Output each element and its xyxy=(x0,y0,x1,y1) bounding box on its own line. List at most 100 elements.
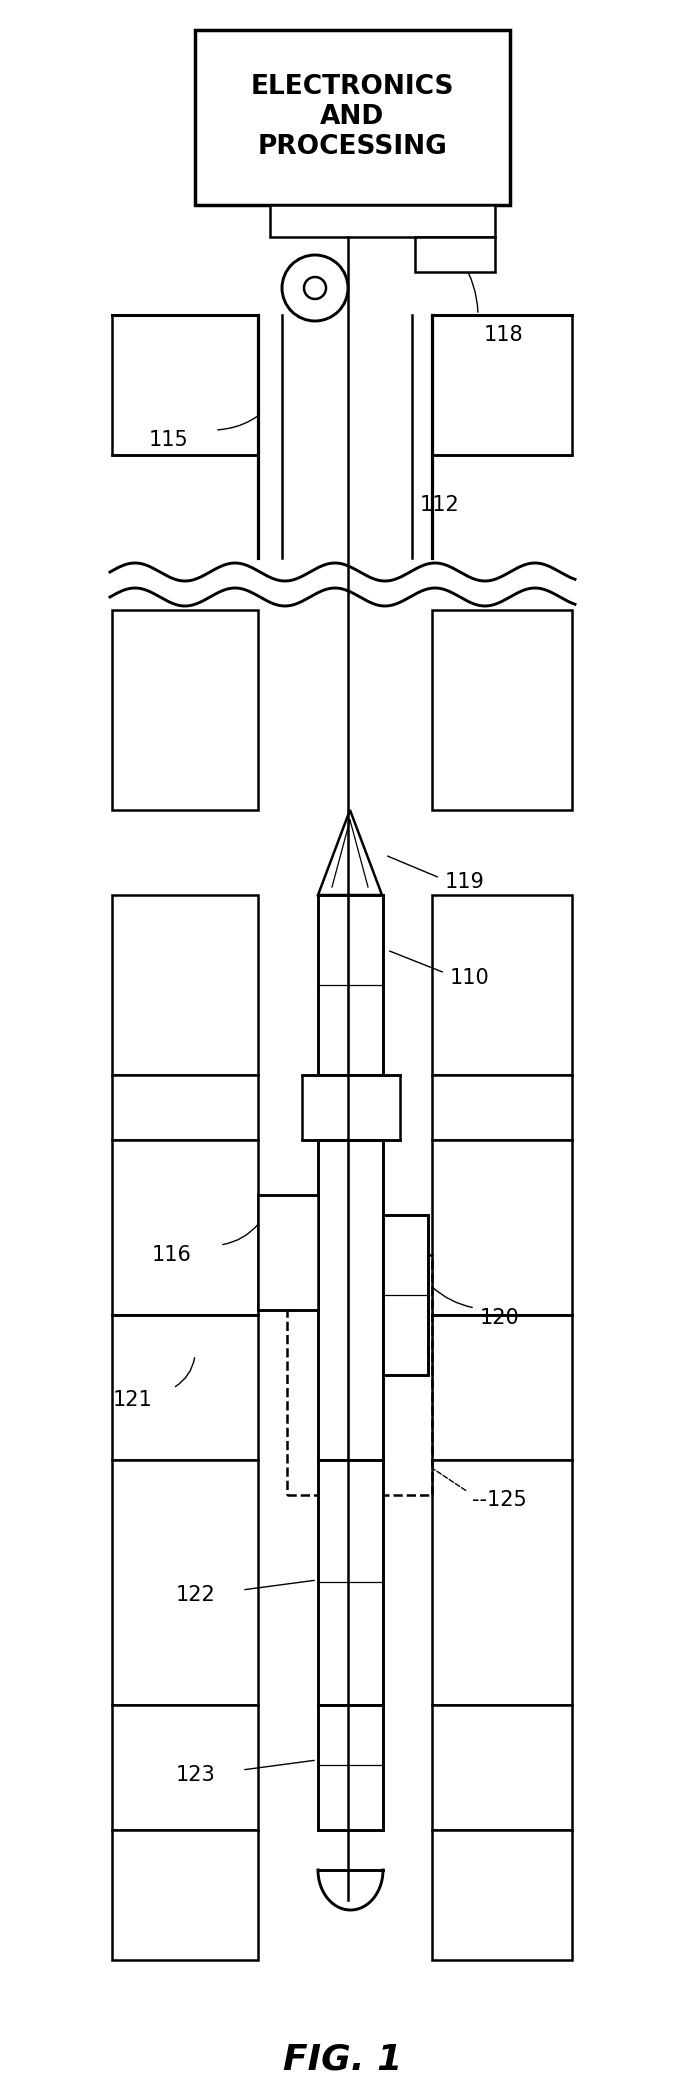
Point xyxy=(206,1898,217,1932)
Point xyxy=(530,1126,541,1160)
Point xyxy=(437,1392,448,1425)
Point xyxy=(207,942,218,975)
Point xyxy=(536,996,547,1030)
Point xyxy=(226,417,237,450)
Point xyxy=(433,1287,444,1321)
Point xyxy=(110,1496,121,1530)
Point xyxy=(539,1555,549,1589)
Bar xyxy=(112,1076,258,1141)
Point xyxy=(480,1356,490,1390)
Point xyxy=(147,1511,158,1545)
Point xyxy=(471,1827,482,1861)
Point xyxy=(501,1928,512,1961)
Point xyxy=(540,630,551,663)
Point xyxy=(506,1515,517,1549)
Point xyxy=(493,1723,504,1756)
Point xyxy=(464,1183,475,1216)
Point xyxy=(497,1396,508,1430)
Point xyxy=(193,1134,204,1168)
Point xyxy=(556,1434,567,1467)
Point xyxy=(563,1256,574,1289)
Point xyxy=(237,1003,248,1036)
Point xyxy=(513,751,524,785)
Point xyxy=(553,345,564,379)
Point xyxy=(243,599,254,632)
Point xyxy=(452,1664,463,1697)
Point xyxy=(434,1293,445,1327)
Point xyxy=(543,1149,554,1183)
Point xyxy=(551,1243,562,1277)
Point xyxy=(523,1130,534,1164)
Point xyxy=(150,1653,161,1687)
Point xyxy=(512,379,523,412)
Point xyxy=(551,1706,562,1739)
Point xyxy=(156,1886,167,1919)
Point xyxy=(192,339,203,373)
Point xyxy=(441,883,452,917)
Point xyxy=(153,1118,164,1151)
Point xyxy=(430,1314,441,1348)
Point xyxy=(558,1134,569,1168)
Point xyxy=(539,1926,550,1959)
Point xyxy=(480,749,491,783)
Point xyxy=(502,1676,513,1710)
Point xyxy=(558,1009,569,1042)
Point xyxy=(142,1013,153,1046)
Point xyxy=(176,1279,187,1312)
Point xyxy=(210,1178,221,1212)
Point xyxy=(109,1245,120,1279)
Point xyxy=(239,1070,250,1103)
Point xyxy=(165,1702,176,1735)
Point xyxy=(543,751,554,785)
Point xyxy=(163,929,174,963)
Point xyxy=(145,1683,156,1716)
Point xyxy=(138,1566,149,1599)
Point xyxy=(554,1829,565,1863)
Point xyxy=(246,1348,257,1381)
Point xyxy=(224,1653,235,1687)
Point xyxy=(116,1530,127,1563)
Point xyxy=(118,676,129,710)
Point xyxy=(490,1469,501,1503)
Point xyxy=(203,1739,214,1773)
Point xyxy=(533,1524,544,1557)
Point xyxy=(208,1681,219,1714)
Point xyxy=(184,414,195,448)
Point xyxy=(440,385,451,419)
Point xyxy=(203,1821,214,1854)
Point xyxy=(519,1905,530,1938)
Point xyxy=(167,781,178,814)
Point xyxy=(182,1605,193,1639)
Point xyxy=(228,611,239,645)
Point xyxy=(528,1109,539,1143)
Point xyxy=(150,617,161,651)
Point xyxy=(143,1363,154,1396)
Point xyxy=(432,1894,443,1928)
Point xyxy=(167,1155,178,1189)
Point xyxy=(143,1241,154,1275)
Point xyxy=(231,1836,242,1869)
Point xyxy=(509,661,520,695)
Point xyxy=(170,1831,181,1865)
Point xyxy=(191,1480,202,1513)
Point xyxy=(123,640,134,674)
Point xyxy=(209,1243,220,1277)
Point xyxy=(521,1262,532,1296)
Point xyxy=(204,1170,215,1203)
Point xyxy=(152,1070,163,1103)
Point xyxy=(467,1017,478,1051)
Point xyxy=(551,894,562,927)
Point xyxy=(539,929,550,963)
Point xyxy=(166,645,177,678)
Point xyxy=(134,1139,145,1172)
Point xyxy=(232,718,243,751)
Point xyxy=(465,762,476,795)
Point xyxy=(178,758,189,791)
Point xyxy=(135,1779,146,1813)
Point xyxy=(132,1046,143,1080)
Point xyxy=(218,410,229,444)
Point xyxy=(191,385,202,419)
Point xyxy=(547,777,558,810)
Point xyxy=(455,1520,466,1553)
Point xyxy=(518,1928,529,1961)
